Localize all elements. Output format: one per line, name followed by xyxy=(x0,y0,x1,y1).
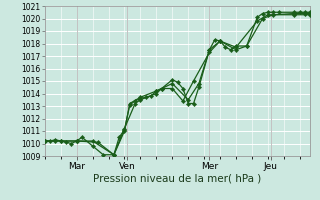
X-axis label: Pression niveau de la mer( hPa ): Pression niveau de la mer( hPa ) xyxy=(93,173,262,183)
